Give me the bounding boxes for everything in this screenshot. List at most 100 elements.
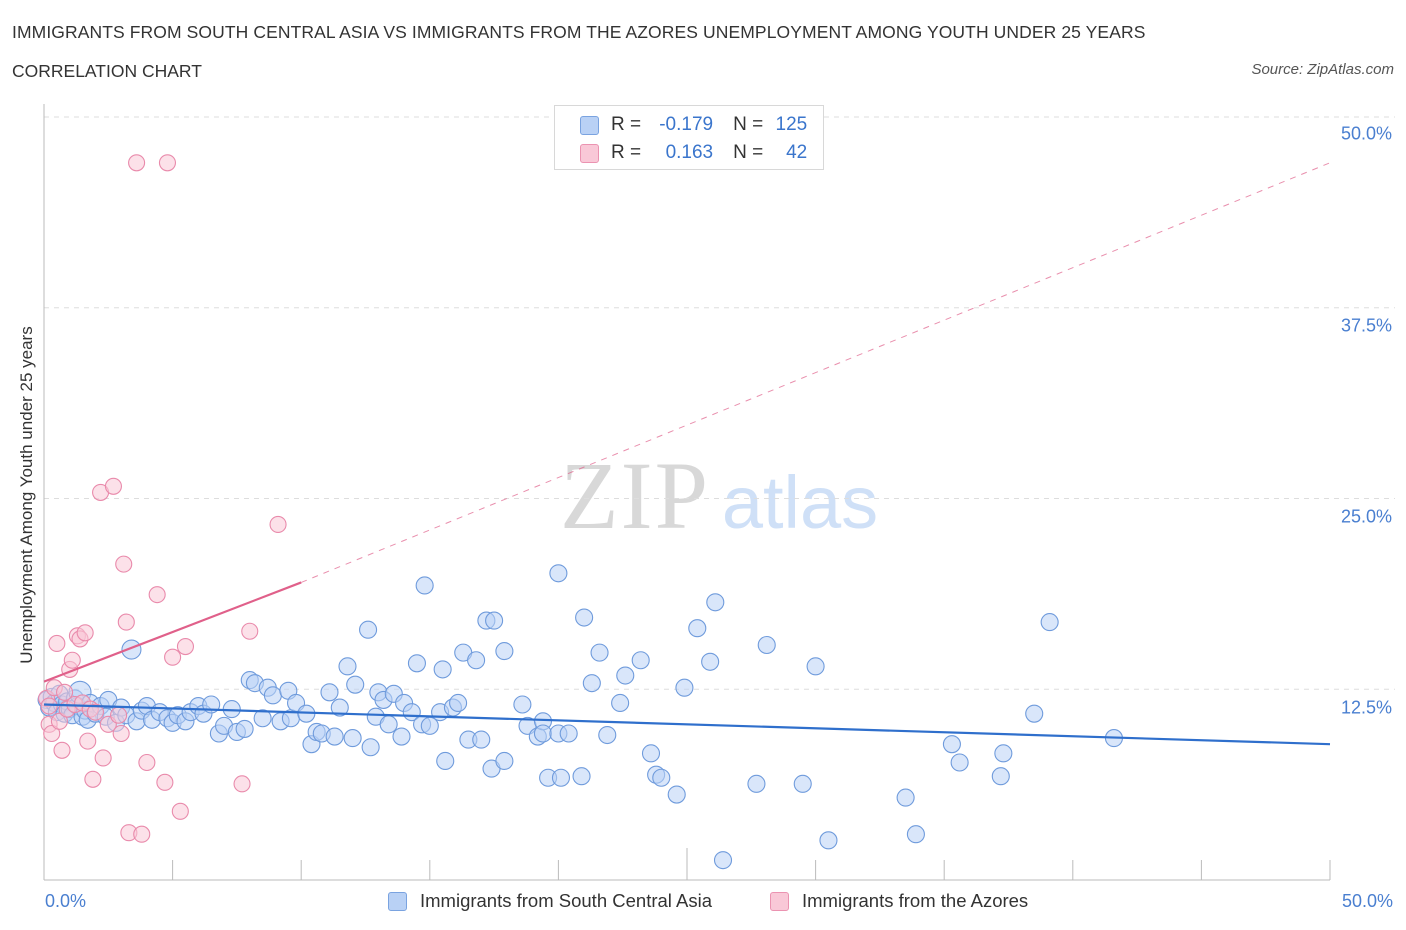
data-point-south-central-asia [590,643,609,662]
data-point-south-central-asia [407,654,426,673]
data-point-south-central-asia [495,642,514,661]
data-point-south-central-asia [747,774,766,793]
data-point-south-central-asia [631,651,650,670]
legend-row-south-central-asia: R = -0.179 N = 125 [580,113,807,137]
data-point-south-central-asia [1040,613,1059,632]
data-point-azores [63,651,81,669]
data-point-azores [115,555,133,573]
data-point-south-central-asia [485,611,504,630]
legend-r-value: -0.179 [659,114,714,135]
data-point-south-central-asia [549,564,568,583]
data-point-azores [138,753,156,772]
y-tick-label: 37.5% [1340,315,1392,336]
bottom-legend-swatch-pink [770,891,789,911]
data-point-south-central-asia [359,620,378,639]
data-point-azores [158,154,177,172]
data-point-azores [110,706,128,724]
data-point-south-central-asia [793,774,812,793]
data-point-south-central-asia [467,651,486,670]
data-point-azores [148,586,166,604]
data-point-south-central-asia [994,744,1013,763]
data-point-azores [40,697,58,715]
legend-n-value: 125 [775,114,808,135]
data-point-azores [269,515,287,533]
data-point-south-central-asia [667,785,686,804]
data-point-south-central-asia [575,608,594,627]
data-point-south-central-asia [641,744,661,763]
data-point-azores [112,724,130,743]
data-point-south-central-asia [320,683,339,702]
legend-row-azores: R = 0.163 N = 42 [580,141,807,165]
bottom-legend-label: Immigrants from the Azores [802,890,1029,911]
legend-r-value: 0.163 [665,142,714,163]
data-point-azores [241,622,259,640]
data-point-south-central-asia [330,698,349,717]
y-tick-label: 12.5% [1340,697,1392,718]
x-tick-label: 50.0% [1341,891,1393,911]
data-point-south-central-asia [896,788,915,807]
data-point-south-central-asia [392,727,411,746]
data-point-azores [171,802,189,820]
bottom-legend-azores: Immigrants from the Azores [770,890,1028,912]
data-point-south-central-asia [433,660,452,679]
bottom-legend-south-central-asia: Immigrants from South Central Asia [388,890,712,912]
data-point-azores [79,732,97,750]
data-point-south-central-asia [361,738,380,757]
data-point-south-central-asia [121,639,142,660]
data-point-south-central-asia [551,768,571,787]
data-point-south-central-asia [616,666,635,685]
data-point-south-central-asia [346,675,365,694]
trend-line-south-central-asia [43,703,1331,746]
legend-n-label: N = [733,142,764,163]
data-point-south-central-asia [325,727,344,746]
data-point-south-central-asia [706,593,725,612]
data-point-azores [76,624,94,642]
data-point-south-central-asia [806,657,825,676]
y-tick-label: 50.0% [1340,123,1392,144]
legend-swatch-blue [580,115,599,135]
axes [43,104,1331,881]
data-point-south-central-asia [1025,704,1044,723]
series-south-central-asia-points [37,564,1124,870]
data-point-south-central-asia [343,729,362,748]
legend-n-value: 42 [786,142,808,163]
data-point-south-central-asia [991,767,1010,786]
trend-line-azores-extrapolated [301,162,1331,583]
data-point-azores [128,154,146,172]
data-point-azores [43,724,61,743]
data-point-south-central-asia [379,715,398,734]
data-point-south-central-asia [338,657,357,676]
watermark-zip: ZIP [560,442,710,549]
data-point-south-central-asia [495,751,514,771]
data-point-azores [117,613,135,631]
bottom-legend-label: Immigrants from South Central Asia [420,890,712,911]
watermark-atlas: atlas [722,461,878,544]
data-point-azores [94,749,112,767]
y-axis-label: Unemployment Among Youth under 25 years [17,326,36,664]
bottom-legend-swatch-blue [388,891,407,911]
legend-n-label: N = [733,114,764,135]
data-point-south-central-asia [533,724,553,743]
data-point-south-central-asia [436,751,455,771]
data-point-south-central-asia [950,753,969,772]
data-point-south-central-asia [906,825,925,844]
trend-line-azores [43,581,302,683]
source-note: Source: ZipAtlas.com [1251,61,1394,78]
data-point-south-central-asia [942,735,961,754]
data-point-south-central-asia [611,693,630,713]
data-point-azores [56,683,74,701]
data-point-south-central-asia [582,674,601,693]
chart-subtitle: CORRELATION CHART [12,61,202,81]
data-point-azores [133,825,151,843]
data-point-azores [164,648,182,666]
data-point-azores [50,712,68,730]
data-point-south-central-asia [253,709,272,728]
data-point-south-central-asia [701,652,720,671]
data-point-azores [86,703,104,721]
data-point-azores [53,741,71,759]
legend-r-label: R = [611,142,642,163]
legend-r-label: R = [611,114,642,135]
data-point-azores [104,477,122,495]
x-tick-label: 0.0% [45,891,87,911]
data-point-south-central-asia [235,719,254,738]
